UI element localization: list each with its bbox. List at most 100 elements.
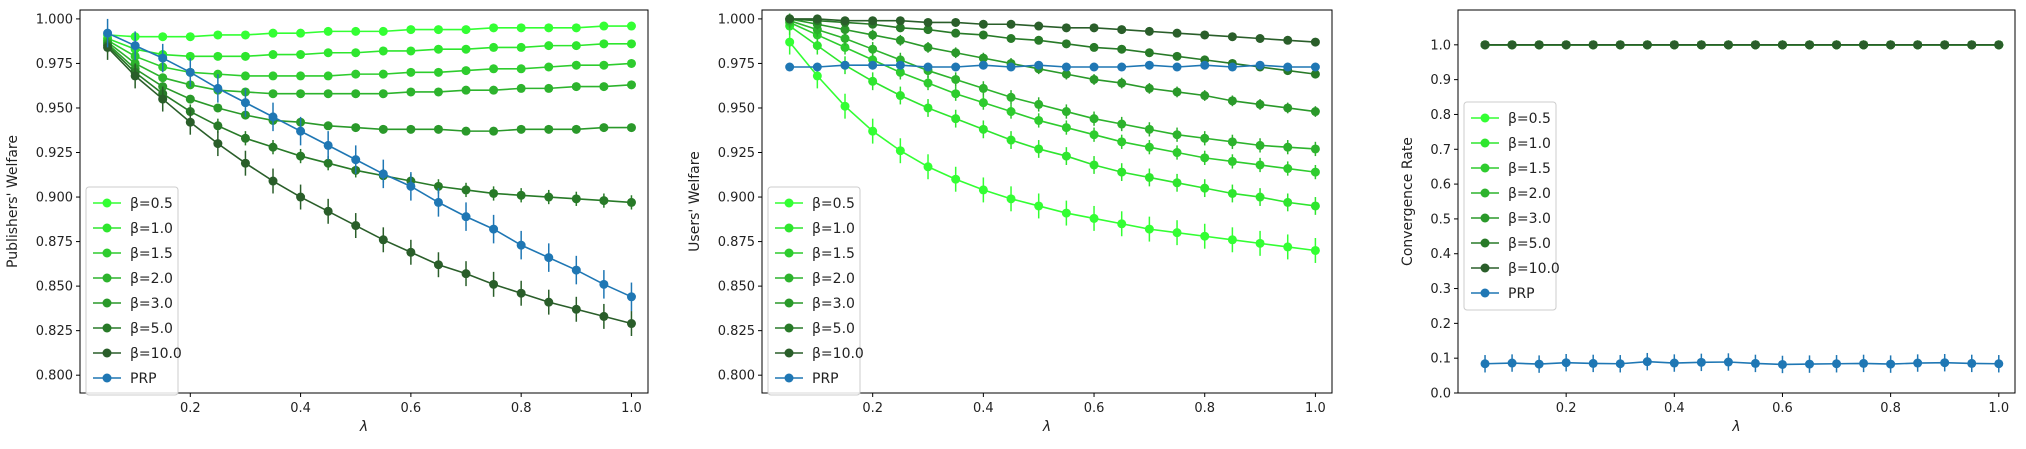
- data-point: [840, 60, 850, 70]
- x-tick-label: 0.8: [1194, 401, 1215, 416]
- data-point: [951, 74, 961, 84]
- data-point: [840, 42, 850, 52]
- data-point: [489, 188, 499, 198]
- data-point: [489, 85, 499, 95]
- data-point: [1117, 44, 1127, 54]
- y-tick-label: 0.6: [1430, 178, 1451, 193]
- legend-marker: [1480, 213, 1490, 223]
- data-point: [1117, 219, 1127, 229]
- data-point: [1534, 40, 1544, 50]
- data-point: [626, 39, 636, 49]
- data-point: [571, 60, 581, 70]
- data-point: [406, 46, 416, 56]
- data-point: [1006, 62, 1016, 72]
- data-point: [240, 98, 250, 108]
- data-point: [1310, 144, 1320, 154]
- legend-entry: β=10.0: [812, 346, 864, 362]
- y-tick-label: 0.825: [36, 324, 73, 339]
- data-point: [378, 235, 388, 245]
- y-tick-label: 0.5: [1430, 212, 1451, 227]
- data-point: [895, 35, 905, 45]
- data-point: [378, 69, 388, 79]
- data-point: [868, 30, 878, 40]
- data-point: [978, 124, 988, 134]
- legend-marker: [1480, 263, 1490, 273]
- legend: β=0.5 β=1.0 β=1.5 β=2.0 β=3.0 β=5.0 β=10.0 PRP: [767, 186, 864, 396]
- series-1: [103, 34, 636, 61]
- data-point: [923, 62, 933, 72]
- data-point: [433, 87, 443, 97]
- series-line: [107, 41, 632, 95]
- data-point: [1255, 160, 1265, 170]
- data-point: [840, 34, 850, 44]
- data-point: [185, 67, 195, 77]
- series-3: [785, 13, 1320, 157]
- legend-marker: [1480, 188, 1490, 198]
- data-point: [351, 123, 361, 133]
- data-point: [599, 311, 609, 321]
- data-point: [1117, 25, 1127, 35]
- legend-box: [767, 186, 861, 396]
- y-tick-label: 0.850: [36, 280, 73, 295]
- data-point: [978, 19, 988, 29]
- y-tick-label: 1.0: [1430, 38, 1451, 53]
- data-point: [1480, 40, 1490, 50]
- data-point: [1034, 144, 1044, 154]
- data-point: [516, 64, 526, 74]
- data-point: [268, 71, 278, 81]
- data-point: [599, 39, 609, 49]
- data-point: [895, 16, 905, 26]
- data-point: [1283, 242, 1293, 252]
- data-point: [351, 69, 361, 79]
- data-point: [978, 53, 988, 63]
- data-point: [544, 41, 554, 51]
- y-tick-label: 0.3: [1430, 282, 1451, 297]
- data-point: [626, 58, 636, 68]
- data-point: [571, 304, 581, 314]
- y-tick-label: 0.925: [36, 146, 73, 161]
- data-point: [158, 94, 168, 104]
- data-point: [1200, 183, 1210, 193]
- data-point: [296, 28, 306, 38]
- legend-box: [85, 186, 179, 396]
- data-point: [461, 269, 471, 279]
- data-point: [1669, 40, 1679, 50]
- series-line: [789, 18, 1316, 43]
- data-point: [923, 162, 933, 172]
- data-point: [1310, 245, 1320, 255]
- legend-entry: β=1.5: [812, 246, 855, 262]
- data-point: [1089, 74, 1099, 84]
- data-point: [923, 78, 933, 88]
- data-point: [323, 89, 333, 99]
- data-point: [923, 25, 933, 35]
- data-point: [1172, 178, 1182, 188]
- data-point: [1200, 30, 1210, 40]
- y-tick-label: 0.4: [1430, 247, 1451, 262]
- data-point: [1310, 69, 1320, 79]
- data-point: [1172, 28, 1182, 38]
- data-point: [296, 50, 306, 60]
- x-tick-label: 0.6: [401, 401, 422, 416]
- data-point: [895, 60, 905, 70]
- data-point: [951, 174, 961, 184]
- data-point: [544, 83, 554, 93]
- data-point: [1283, 164, 1293, 174]
- data-point: [1310, 201, 1320, 211]
- x-tick-label: 1.0: [1305, 401, 1326, 416]
- legend-marker: [102, 273, 112, 283]
- data-point: [951, 17, 961, 27]
- data-point: [1089, 114, 1099, 124]
- data-point: [1283, 35, 1293, 45]
- data-point: [1227, 156, 1237, 166]
- data-point: [1172, 62, 1182, 72]
- data-point: [1144, 124, 1154, 134]
- data-point: [1089, 213, 1099, 223]
- data-point: [1061, 123, 1071, 133]
- data-point: [406, 87, 416, 97]
- x-tick-label: 0.2: [862, 401, 883, 416]
- data-point: [1006, 135, 1016, 145]
- data-point: [1200, 60, 1210, 70]
- legend-marker: [102, 323, 112, 333]
- data-point: [213, 103, 223, 113]
